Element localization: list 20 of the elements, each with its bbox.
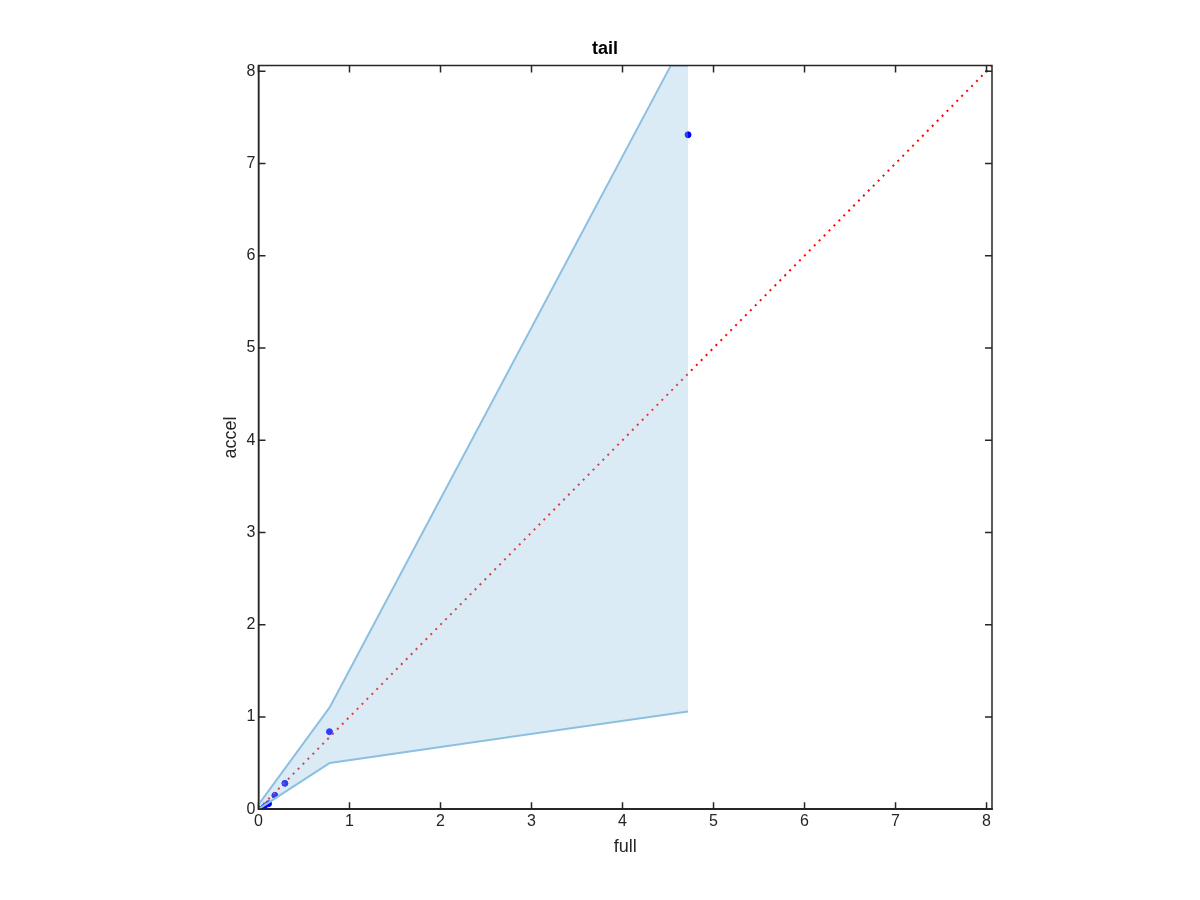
y-tick-label: 3 <box>246 522 256 540</box>
y-tick-label: 7 <box>246 153 256 171</box>
y-tick-label: 0 <box>246 799 256 817</box>
x-tick-label: 7 <box>891 812 901 830</box>
y-tick-label: 2 <box>246 615 256 633</box>
y-tick-label: 8 <box>246 61 256 79</box>
x-axis-title: full <box>613 836 637 857</box>
chart-title: tail <box>591 37 619 58</box>
x-tick-label: 8 <box>982 812 992 830</box>
y-tick-label: 5 <box>246 338 256 356</box>
x-tick-label: 4 <box>618 812 628 830</box>
y-tick-label: 4 <box>246 430 256 448</box>
y-tick-label: 1 <box>246 707 256 725</box>
y-axis-title: accel <box>219 416 240 459</box>
y-tick-label: 6 <box>246 246 256 264</box>
x-tick-label: 2 <box>436 812 446 830</box>
x-tick-label: 5 <box>709 812 719 830</box>
x-tick-label: 6 <box>800 812 810 830</box>
x-tick-label: 1 <box>345 812 355 830</box>
x-tick-label: 3 <box>527 812 537 830</box>
